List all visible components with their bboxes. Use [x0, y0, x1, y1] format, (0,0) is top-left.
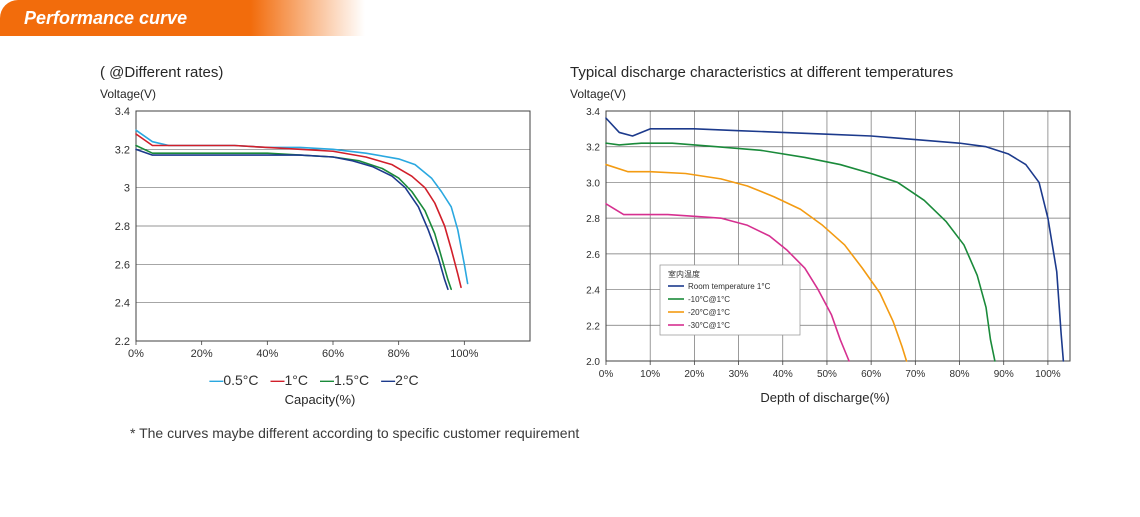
chart-left-svg: 2.2 2.4 2.6 2.8 3 3.2 3.4 0% 20% 40% 60% 80% 100% — [100, 105, 540, 365]
svg-text:50%: 50% — [817, 369, 837, 380]
svg-text:3.0: 3.0 — [586, 178, 600, 189]
svg-text:室内温度: 室内温度 — [668, 269, 700, 279]
svg-text:3.4: 3.4 — [586, 107, 600, 118]
legend-item: —1°C — [271, 372, 309, 388]
svg-text:40%: 40% — [773, 369, 793, 380]
chart-left-block: ( @Different rates) Voltage(V) 2.2 2.4 2.6… — [100, 64, 540, 407]
charts-row: ( @Different rates) Voltage(V) 2.2 2.4 2.6… — [0, 36, 1140, 415]
svg-text:60%: 60% — [322, 348, 344, 360]
svg-text:2.2: 2.2 — [115, 336, 130, 348]
chart-right-ylabel: Voltage(V) — [570, 87, 1080, 101]
svg-text:80%: 80% — [388, 348, 410, 360]
svg-text:0%: 0% — [128, 348, 144, 360]
svg-text:2.8: 2.8 — [115, 221, 130, 233]
svg-text:100%: 100% — [1035, 369, 1061, 380]
legend-item: —2°C — [381, 372, 419, 388]
svg-text:20%: 20% — [191, 348, 213, 360]
svg-text:-10°C@1°C: -10°C@1°C — [688, 295, 730, 304]
section-header: Performance curve — [0, 0, 1140, 36]
section-title: Performance curve — [24, 8, 187, 29]
chart-right-xlabel: Depth of discharge(%) — [570, 390, 1080, 405]
chart-left-xlabel: Capacity(%) — [100, 392, 540, 407]
chart-left-title: ( @Different rates) — [100, 64, 540, 81]
svg-text:80%: 80% — [950, 369, 970, 380]
svg-text:10%: 10% — [640, 369, 660, 380]
svg-text:3.2: 3.2 — [115, 144, 130, 156]
svg-text:Room temperature 1°C: Room temperature 1°C — [688, 282, 771, 291]
svg-text:2.8: 2.8 — [586, 214, 600, 225]
legend-item: —0.5°C — [209, 372, 258, 388]
svg-text:70%: 70% — [905, 369, 925, 380]
svg-text:2.4: 2.4 — [586, 286, 600, 297]
svg-text:3.2: 3.2 — [586, 143, 600, 154]
chart-right-title: Typical discharge characteristics at dif… — [570, 64, 1080, 81]
svg-text:2.6: 2.6 — [115, 259, 130, 271]
svg-text:3: 3 — [124, 183, 130, 195]
chart-right-svg: 2.0 2.2 2.4 2.6 2.8 3.0 3.2 3.4 0% 10% 20% 30% 40% 50… — [570, 105, 1080, 385]
svg-text:40%: 40% — [256, 348, 278, 360]
svg-text:2.4: 2.4 — [115, 298, 130, 310]
svg-text:3.4: 3.4 — [115, 106, 130, 118]
svg-text:60%: 60% — [861, 369, 881, 380]
svg-text:20%: 20% — [684, 369, 704, 380]
svg-text:2.0: 2.0 — [586, 357, 600, 368]
footnote: * The curves maybe different according t… — [130, 425, 1140, 441]
svg-text:2.2: 2.2 — [586, 321, 600, 332]
svg-text:-30°C@1°C: -30°C@1°C — [688, 321, 730, 330]
svg-text:30%: 30% — [729, 369, 749, 380]
svg-text:0%: 0% — [599, 369, 614, 380]
chart-right-block: Typical discharge characteristics at dif… — [570, 64, 1080, 407]
chart-left-ylabel: Voltage(V) — [100, 87, 540, 101]
svg-text:90%: 90% — [994, 369, 1014, 380]
svg-text:2.6: 2.6 — [586, 250, 600, 261]
svg-text:100%: 100% — [450, 348, 478, 360]
legend-item: —1.5°C — [320, 372, 369, 388]
svg-text:-20°C@1°C: -20°C@1°C — [688, 308, 730, 317]
chart-left-legend: —0.5°C —1°C —1.5°C —2°C — [100, 372, 540, 388]
